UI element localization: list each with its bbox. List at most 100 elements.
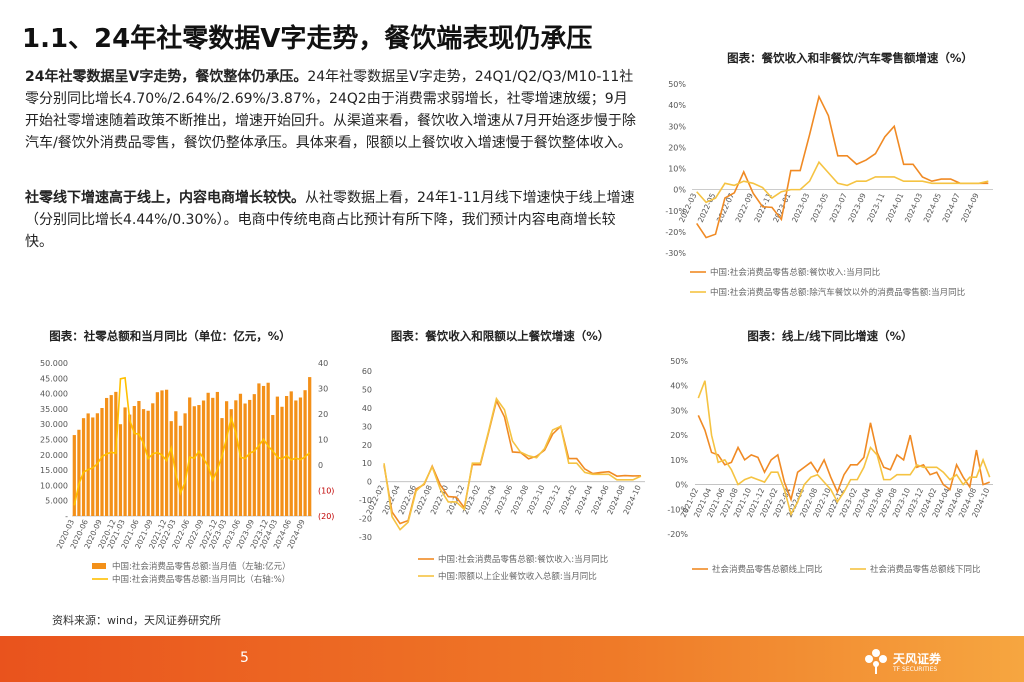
y2-tick-label: 30 xyxy=(318,385,328,394)
bar xyxy=(252,394,256,516)
bar xyxy=(215,391,219,516)
legend-label: 中国:社会消费品零售总额:当月同比（右轴:%） xyxy=(112,574,290,585)
bar xyxy=(280,406,284,516)
bar xyxy=(118,424,123,516)
lead: 24年社零数据呈V字走势，餐饮整体仍承压。 xyxy=(25,69,308,85)
y-tick-label: 20% xyxy=(670,431,688,440)
bar xyxy=(248,399,252,516)
y-tick-label: -20% xyxy=(665,228,686,237)
bar xyxy=(225,401,229,516)
bar xyxy=(155,392,159,516)
y2-tick-label: 20 xyxy=(318,410,328,419)
y-tick-label: 50% xyxy=(668,80,686,89)
y-tick-label: -10% xyxy=(665,207,686,216)
bar xyxy=(243,403,247,516)
chart-title: 图表：线上/线下同比增速（%） xyxy=(747,329,912,343)
page-number: 5 xyxy=(240,650,249,666)
y-tick-label: 20 xyxy=(362,441,372,450)
legend-label: 中国:社会消费品零售总额:当月值（左轴:亿元） xyxy=(112,561,291,572)
logo-sub: TF SECURITIES xyxy=(893,666,938,673)
line-series xyxy=(383,396,642,531)
bar xyxy=(303,390,307,516)
bar xyxy=(234,400,238,516)
footer-band xyxy=(0,636,1024,682)
bar xyxy=(165,389,169,516)
y-tick-label: -30 xyxy=(359,533,372,542)
y-tick-label: 40.000 xyxy=(40,390,68,399)
body-text: 从社零数据上看，24年1-11月线下增速快于线上增速（分别同比增长4.44%/0… xyxy=(25,190,635,250)
y2-tick-label: 10 xyxy=(318,436,328,445)
source: 资料来源：wind，天风证券研究所 xyxy=(52,614,222,627)
chart-title: 图表：餐饮收入和非餐饮/汽车零售额增速（%） xyxy=(727,51,973,65)
y-tick-label: 30% xyxy=(668,122,686,131)
y-tick-label: -20% xyxy=(667,530,688,539)
legend-swatch xyxy=(92,563,106,569)
y-tick-label: 50.000 xyxy=(40,359,68,368)
charts: 图表：餐饮收入和非餐饮/汽车零售额增速（%）-30%-20%-10%0%10%2… xyxy=(40,51,993,585)
y-tick-label: 10.000 xyxy=(40,481,68,490)
slide-title: 1.1、24年社零数据V字走势，餐饮端表现仍承压 xyxy=(22,24,593,54)
y-tick-label: 50 xyxy=(362,385,372,394)
bar xyxy=(211,397,215,516)
bar xyxy=(132,406,136,516)
y-tick-label: 50% xyxy=(670,357,688,366)
bar xyxy=(105,397,109,516)
y-tick-label: -30% xyxy=(665,249,686,258)
bar xyxy=(266,382,270,516)
bar xyxy=(141,409,146,516)
y-tick-label: 20% xyxy=(668,143,686,152)
bar xyxy=(123,407,127,516)
legend-label: 社会消费品零售总额线下同比 xyxy=(870,564,981,575)
bar xyxy=(308,377,312,516)
y2-tick-label: (10) xyxy=(318,487,334,496)
y2-tick-label: (20) xyxy=(318,512,334,521)
bar xyxy=(192,406,196,516)
line-series xyxy=(696,160,989,204)
y-tick-label: 30 xyxy=(362,422,372,431)
bar xyxy=(72,435,76,516)
paragraph: 24年社零数据呈V字走势，餐饮整体仍承压。24年社零数据呈V字走势，24Q1/Q… xyxy=(25,66,637,154)
bar xyxy=(151,403,155,516)
y-tick-label: 30.000 xyxy=(40,420,68,429)
legend-label: 中国:限额以上企业餐饮收入总额:当月同比 xyxy=(438,571,597,582)
line-series xyxy=(697,380,991,517)
y-tick-label: 40% xyxy=(668,101,686,110)
bar xyxy=(271,415,275,516)
y-tick-label: 20.000 xyxy=(40,451,68,460)
bar xyxy=(183,413,187,516)
line-series xyxy=(696,94,989,239)
y-tick-label: 10 xyxy=(362,459,372,468)
y-tick-label: 60 xyxy=(362,367,372,376)
bar xyxy=(257,383,261,516)
chart-title: 图表：社零总额和当月同比（单位：亿元，%） xyxy=(49,329,291,343)
y-tick-label: 40 xyxy=(362,404,372,413)
bar xyxy=(174,411,178,516)
legend-label: 社会消费品零售总额线上同比 xyxy=(712,564,823,575)
y2-tick-label: 40 xyxy=(318,359,328,368)
y-tick-label: 0% xyxy=(673,186,686,195)
bar xyxy=(178,425,183,516)
y-tick-label: 35.000 xyxy=(40,405,68,414)
bar xyxy=(298,397,303,516)
bar xyxy=(206,392,210,516)
body-text: 24年社零数据呈V字走势，24Q1/Q2/Q3/M10-11社零分别同比增长4.… xyxy=(25,69,636,151)
bar xyxy=(86,413,90,516)
x-tick-label: 2024-09 xyxy=(959,191,980,223)
bar xyxy=(137,400,141,516)
y-tick-label: 45.000 xyxy=(40,374,68,383)
y-tick-label: 15.000 xyxy=(40,466,68,475)
bar xyxy=(261,385,266,516)
bar xyxy=(100,407,104,516)
lead: 社零线下增速高于线上，内容电商增长较快。 xyxy=(25,190,305,206)
y-tick-label: 25.000 xyxy=(40,436,68,445)
bar xyxy=(197,405,201,516)
line-series xyxy=(697,415,990,503)
chart-title: 图表：餐饮收入和限额以上餐饮增速（%） xyxy=(391,329,610,343)
bar xyxy=(128,414,132,516)
bar xyxy=(229,409,233,516)
bar xyxy=(81,418,86,516)
bar xyxy=(77,429,81,516)
bar xyxy=(109,395,113,516)
line-series xyxy=(73,376,311,506)
